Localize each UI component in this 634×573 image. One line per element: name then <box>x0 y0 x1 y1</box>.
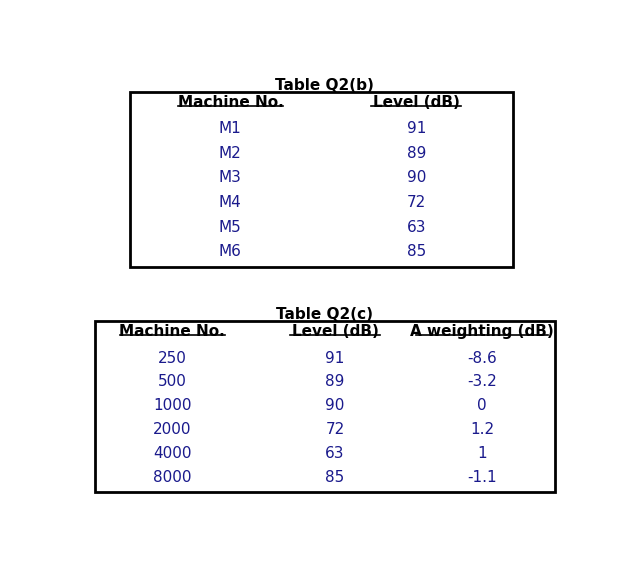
Text: Table Q2(b): Table Q2(b) <box>276 78 374 93</box>
Text: 89: 89 <box>325 374 345 390</box>
Text: 63: 63 <box>325 446 345 461</box>
Text: -1.1: -1.1 <box>467 470 497 485</box>
Text: A weighting (dB): A weighting (dB) <box>410 324 554 339</box>
Text: Table Q2(c): Table Q2(c) <box>276 308 373 323</box>
Text: 72: 72 <box>325 422 345 437</box>
Text: 63: 63 <box>406 219 426 235</box>
Text: Level (dB): Level (dB) <box>292 324 378 339</box>
Text: 89: 89 <box>406 146 426 161</box>
Text: 85: 85 <box>407 244 426 260</box>
Text: 90: 90 <box>325 398 345 413</box>
Bar <box>94 321 555 492</box>
Text: 4000: 4000 <box>153 446 191 461</box>
Text: 8000: 8000 <box>153 470 191 485</box>
Text: 1: 1 <box>477 446 487 461</box>
Text: 2000: 2000 <box>153 422 191 437</box>
Text: M5: M5 <box>219 219 242 235</box>
Text: 85: 85 <box>325 470 345 485</box>
Text: 90: 90 <box>406 170 426 186</box>
Text: M3: M3 <box>219 170 242 186</box>
Text: Level (dB): Level (dB) <box>373 95 460 110</box>
Text: 72: 72 <box>407 195 426 210</box>
Text: 0: 0 <box>477 398 487 413</box>
Text: -3.2: -3.2 <box>467 374 497 390</box>
Text: 500: 500 <box>158 374 186 390</box>
Text: M1: M1 <box>219 121 242 136</box>
Text: 250: 250 <box>158 351 186 366</box>
Text: 1.2: 1.2 <box>470 422 495 437</box>
Text: 1000: 1000 <box>153 398 191 413</box>
Text: -8.6: -8.6 <box>467 351 497 366</box>
Text: M4: M4 <box>219 195 242 210</box>
Text: 91: 91 <box>325 351 345 366</box>
Bar <box>129 92 514 268</box>
Text: 91: 91 <box>406 121 426 136</box>
Text: M2: M2 <box>219 146 242 161</box>
Text: Machine No.: Machine No. <box>178 95 283 110</box>
Text: Machine No.: Machine No. <box>119 324 225 339</box>
Text: M6: M6 <box>219 244 242 260</box>
